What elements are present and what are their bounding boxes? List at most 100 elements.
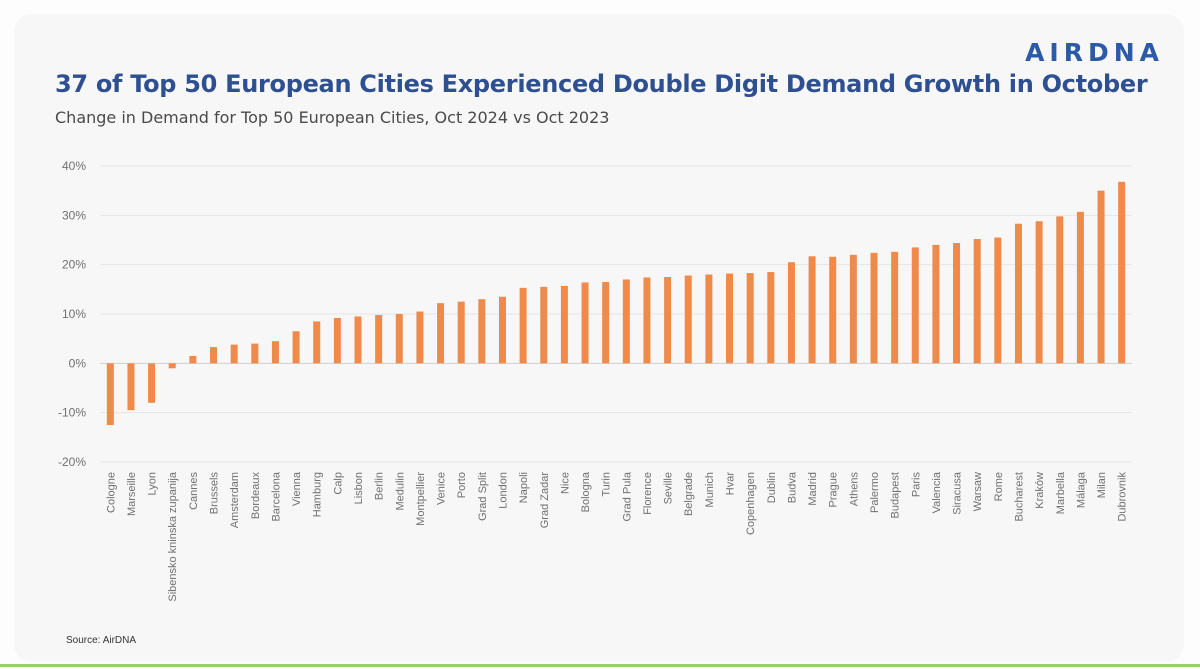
- bar: [581, 282, 589, 364]
- bar: [148, 363, 156, 403]
- bar: [251, 343, 259, 364]
- x-tick-label: Málaga: [1075, 471, 1087, 508]
- airdna-logo: AIRDNA: [1025, 38, 1164, 67]
- bar: [498, 296, 506, 364]
- x-tick-label: Valencia: [931, 471, 943, 513]
- x-tick-label: Lyon: [147, 472, 159, 495]
- x-tick-label: Prague: [828, 472, 840, 507]
- x-tick-label: Rome: [993, 472, 1005, 501]
- x-tick-label: Grad Zadar: [539, 472, 551, 529]
- bar: [210, 347, 218, 364]
- bar: [808, 256, 816, 364]
- bar: [416, 311, 424, 364]
- x-tick-label: Grad Pula: [621, 471, 633, 521]
- y-tick-label: 0%: [69, 356, 87, 370]
- bar: [891, 251, 899, 364]
- bar: [457, 301, 465, 364]
- bar: [127, 363, 135, 411]
- bar: [746, 273, 754, 364]
- x-tick-label: Sibensko kninska zupanija: [167, 471, 179, 602]
- x-tick-label: Copenhagen: [745, 472, 757, 535]
- y-tick-label: 20%: [62, 258, 86, 272]
- bar: [478, 299, 486, 364]
- bottom-divider: [0, 664, 1200, 667]
- bar: [106, 363, 114, 425]
- bar: [1118, 181, 1126, 364]
- x-tick-label: Hvar: [725, 472, 737, 496]
- x-tick-label: Palermo: [869, 472, 881, 513]
- x-tick-label: Berlin: [374, 472, 386, 500]
- bar: [684, 275, 692, 364]
- x-tick-label: Medulin: [394, 472, 406, 511]
- bar: [189, 355, 197, 364]
- x-tick-label: Milan: [1096, 472, 1108, 498]
- bar: [932, 244, 940, 364]
- x-tick-label: Calp: [332, 472, 344, 495]
- bar: [953, 242, 961, 364]
- bar: [560, 285, 568, 364]
- bar: [375, 314, 383, 364]
- bar: [1076, 211, 1084, 364]
- x-tick-label: Barcelona: [270, 471, 282, 521]
- y-tick-label: -20%: [58, 455, 86, 469]
- bar: [1056, 216, 1064, 364]
- bar: [911, 247, 919, 364]
- x-tick-label: Cannes: [188, 472, 200, 510]
- x-tick-label: Munich: [704, 472, 716, 507]
- bar: [437, 303, 445, 364]
- bar: [767, 272, 775, 364]
- bar: [1097, 190, 1105, 364]
- x-tick-label: Hamburg: [312, 472, 324, 517]
- bar: [829, 256, 837, 364]
- x-tick-label: Vienna: [291, 471, 303, 506]
- bar: [1014, 223, 1022, 364]
- x-tick-label: Marseille: [126, 472, 138, 516]
- bar: [292, 331, 300, 364]
- bar: [519, 287, 527, 364]
- bar: [787, 262, 795, 364]
- bar: [664, 277, 672, 364]
- x-tick-label: Grad Split: [477, 472, 489, 521]
- x-tick-label: Dublin: [766, 472, 778, 503]
- bar: [973, 239, 981, 364]
- bar: [168, 363, 176, 369]
- bar: [230, 344, 238, 364]
- bar: [643, 277, 651, 364]
- x-tick-label: Porto: [456, 472, 468, 498]
- x-tick-label: Brussels: [209, 472, 221, 515]
- y-tick-label: 40%: [62, 159, 86, 173]
- chart-title: 37 of Top 50 European Cities Experienced…: [55, 70, 1148, 98]
- x-tick-label: Dubrovnik: [1117, 472, 1129, 522]
- bar: [1035, 221, 1043, 364]
- x-tick-label: Venice: [436, 472, 448, 505]
- bar: [622, 279, 630, 364]
- bar: [395, 314, 403, 364]
- bar: [354, 316, 362, 364]
- y-tick-label: 30%: [62, 208, 86, 222]
- slide-card: [14, 14, 1184, 662]
- x-tick-label: Bordeaux: [250, 472, 262, 520]
- x-tick-label: Cologne: [105, 472, 117, 513]
- bar: [705, 274, 713, 364]
- x-tick-label: Lisbon: [353, 472, 365, 504]
- x-tick-label: Florence: [642, 472, 654, 515]
- x-tick-label: Amsterdam: [229, 472, 241, 528]
- x-tick-label: Nice: [559, 472, 571, 494]
- x-tick-label: Turin: [601, 472, 613, 497]
- x-tick-label: Athens: [848, 472, 860, 507]
- source-note: Source: AirDNA: [66, 635, 137, 646]
- x-tick-label: Montpellier: [415, 472, 427, 526]
- bar: [994, 237, 1002, 364]
- x-tick-label: Madrid: [807, 472, 819, 506]
- x-tick-label: Bucharest: [1013, 472, 1025, 522]
- y-tick-label: -10%: [58, 406, 86, 420]
- x-tick-label: Marbella: [1055, 471, 1067, 514]
- x-tick-label: Budva: [786, 471, 798, 503]
- x-tick-label: Belgrade: [683, 472, 695, 516]
- bar: [870, 252, 878, 364]
- bar: [849, 254, 857, 364]
- y-tick-label: 10%: [62, 307, 86, 321]
- bar: [333, 317, 341, 364]
